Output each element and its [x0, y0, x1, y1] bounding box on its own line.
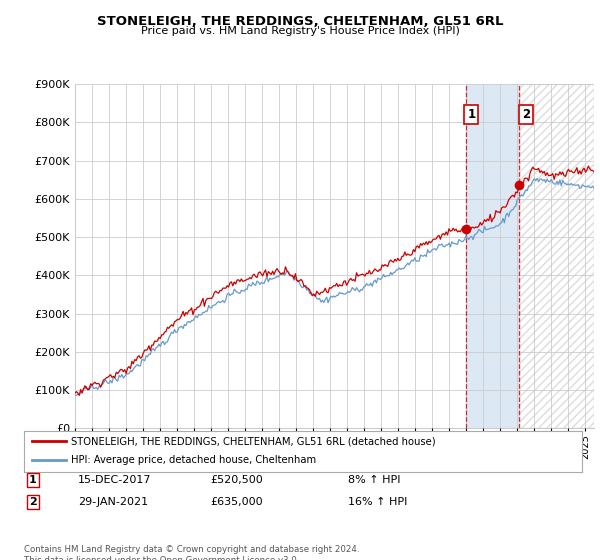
Text: STONELEIGH, THE REDDINGS, CHELTENHAM, GL51 6RL (detached house): STONELEIGH, THE REDDINGS, CHELTENHAM, GL…: [71, 436, 436, 446]
Text: 15-DEC-2017: 15-DEC-2017: [78, 475, 151, 485]
Text: 1: 1: [467, 108, 476, 121]
Text: 8% ↑ HPI: 8% ↑ HPI: [348, 475, 401, 485]
Bar: [519, 84, 594, 428]
Text: £520,500: £520,500: [210, 475, 263, 485]
Text: Contains HM Land Registry data © Crown copyright and database right 2024.
This d: Contains HM Land Registry data © Crown c…: [24, 545, 359, 560]
Bar: [519, 84, 594, 428]
Bar: [466, 84, 519, 428]
Text: STONELEIGH, THE REDDINGS, CHELTENHAM, GL51 6RL: STONELEIGH, THE REDDINGS, CHELTENHAM, GL…: [97, 15, 503, 28]
Text: £635,000: £635,000: [210, 497, 263, 507]
Text: 2: 2: [522, 108, 530, 121]
Text: 16% ↑ HPI: 16% ↑ HPI: [348, 497, 407, 507]
Text: 1: 1: [29, 475, 37, 485]
Text: HPI: Average price, detached house, Cheltenham: HPI: Average price, detached house, Chel…: [71, 455, 317, 465]
Text: 29-JAN-2021: 29-JAN-2021: [78, 497, 148, 507]
Text: 2: 2: [29, 497, 37, 507]
Text: Price paid vs. HM Land Registry's House Price Index (HPI): Price paid vs. HM Land Registry's House …: [140, 26, 460, 36]
